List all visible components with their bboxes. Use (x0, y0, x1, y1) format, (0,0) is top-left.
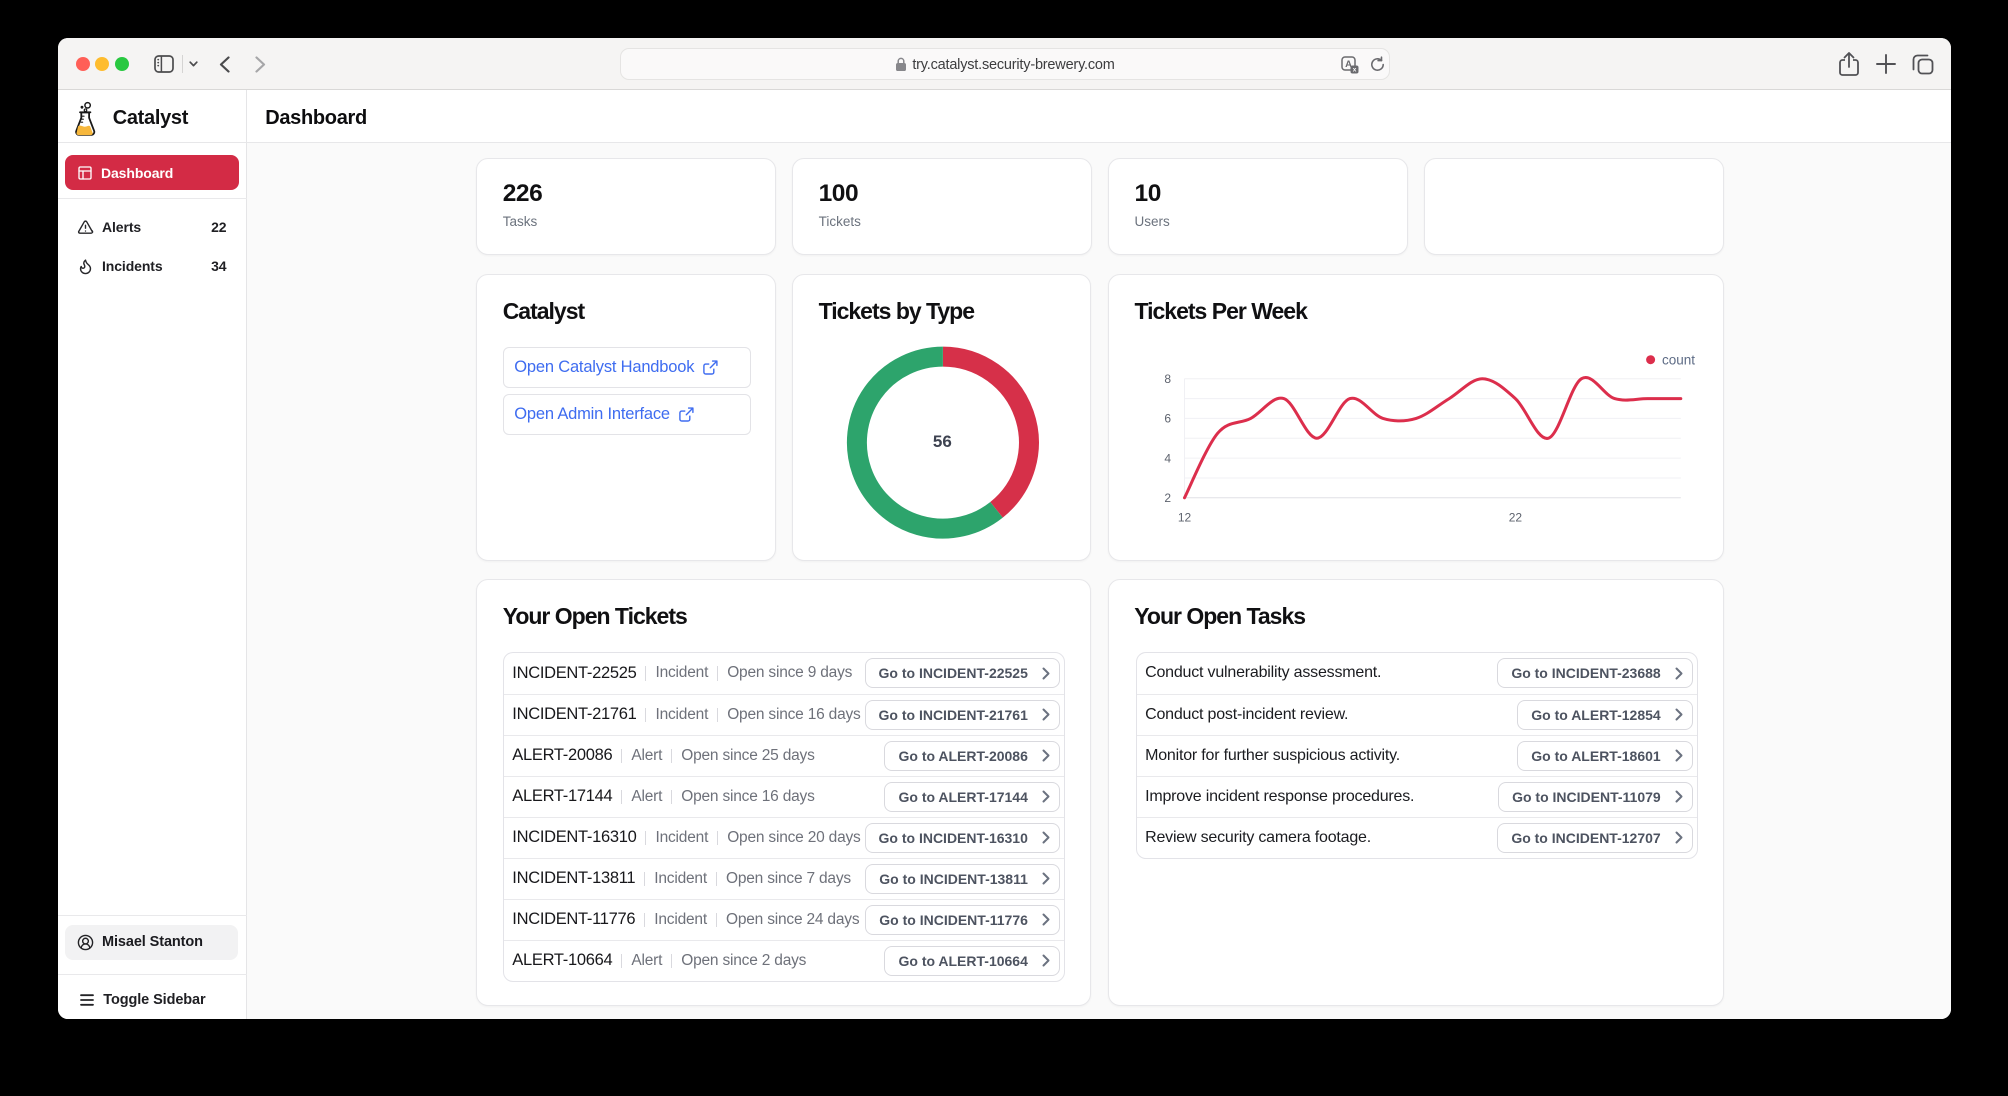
svg-text:22: 22 (1509, 510, 1523, 524)
svg-text:4: 4 (1164, 451, 1171, 465)
svg-text:2: 2 (1164, 491, 1171, 505)
svg-text:x: x (1353, 66, 1357, 73)
svg-text:count: count (1662, 352, 1695, 367)
svg-text:A: A (1345, 59, 1352, 70)
svg-text:12: 12 (1178, 510, 1192, 524)
svg-text:6: 6 (1164, 411, 1171, 425)
svg-text:8: 8 (1164, 372, 1171, 386)
